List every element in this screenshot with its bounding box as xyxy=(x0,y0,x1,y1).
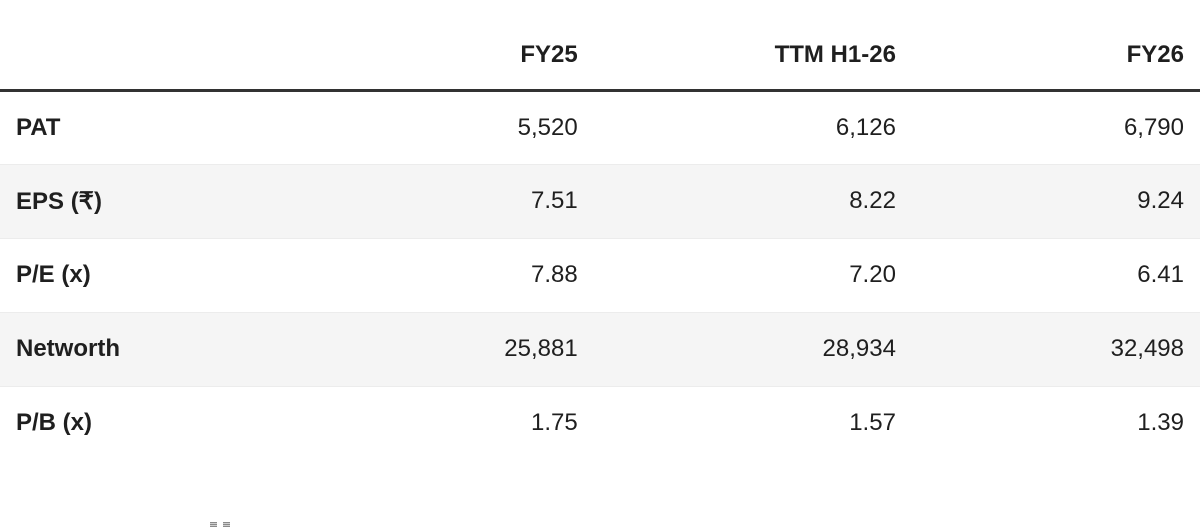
column-header-fy25: FY25 xyxy=(289,0,578,92)
cell-networth-fy26: 32,498 xyxy=(1110,335,1184,362)
cell-pe-fy26: 6.41 xyxy=(1137,261,1184,288)
header-row: FY25 TTM H1-26 FY26 xyxy=(0,0,1200,92)
cell-networth-ttm: 28,934 xyxy=(822,335,896,362)
cell-pe-ttm: 7.20 xyxy=(849,261,896,288)
row-label-pb: P/B (x) xyxy=(16,409,93,437)
cell-pat-fy25: 5,520 xyxy=(517,113,578,141)
table-row-pat: PAT 5,520 6,126 6,790 xyxy=(0,90,1200,164)
table-row-pe: P/E (x) 7.88 7.20 6.41 xyxy=(0,238,1200,312)
table-row-networth: Networth 25,881 28,934 32,498 xyxy=(0,312,1200,386)
cutoff-text-fragment xyxy=(223,522,230,527)
table-row-pb: P/B (x) 1.75 1.57 1.39 xyxy=(0,386,1200,460)
row-label-networth: Networth xyxy=(16,335,120,362)
row-label-pe: P/E (x) xyxy=(16,261,91,288)
column-header-ttm-h1-26: TTM H1-26 xyxy=(577,0,896,92)
row-label-eps: EPS (₹) xyxy=(16,187,102,215)
cell-pat-ttm: 6,126 xyxy=(835,113,896,141)
cell-pat-fy26: 6,790 xyxy=(1123,113,1184,141)
cell-eps-fy26: 9.24 xyxy=(1137,187,1184,214)
financials-table: FY25 TTM H1-26 FY26 PAT 5,520 6,126 6,79… xyxy=(0,0,1200,460)
column-header-fy26: FY26 xyxy=(895,0,1200,92)
cell-pb-ttm: 1.57 xyxy=(849,409,896,437)
cell-networth-fy25: 25,881 xyxy=(504,335,578,362)
cell-pb-fy25: 1.75 xyxy=(530,409,578,437)
cell-pb-fy26: 1.39 xyxy=(1137,409,1184,437)
cell-pe-fy25: 7.88 xyxy=(530,261,578,288)
cutoff-text-fragment xyxy=(210,522,217,527)
metric-column-header xyxy=(0,0,290,92)
cell-eps-fy25: 7.51 xyxy=(530,187,578,214)
table-row-eps: EPS (₹) 7.51 8.22 9.24 xyxy=(0,164,1200,238)
row-label-pat: PAT xyxy=(16,113,61,141)
cell-eps-ttm: 8.22 xyxy=(849,187,896,214)
